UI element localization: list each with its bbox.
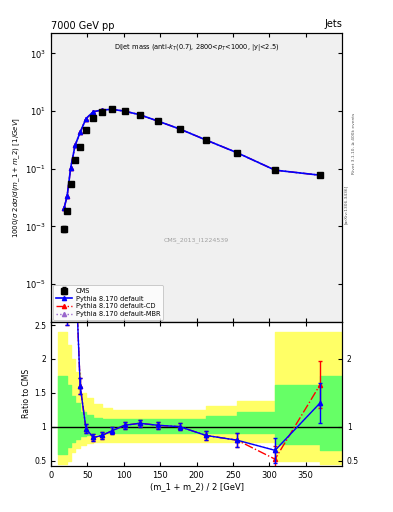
Pythia 8.170 default-MBR [68,164,73,170]
Pythia 8.170 default-CD [177,126,182,132]
Pythia 8.170 default-CD [65,194,70,200]
Pythia 8.170 default-CD [235,150,240,156]
Pythia 8.170 default [204,137,208,143]
Pythia 8.170 default-CD [73,142,77,148]
Y-axis label: $1000/\sigma\ 2d\sigma/d(m\_1 + m\_2)\ [1/GeV]$: $1000/\sigma\ 2d\sigma/d(m\_1 + m\_2)\ [… [12,117,22,238]
Pythia 8.170 default-CD [68,164,73,170]
Text: 7000 GeV pp: 7000 GeV pp [51,21,115,31]
Pythia 8.170 default-MBR [65,194,70,200]
Pythia 8.170 default [122,108,127,114]
Pythia 8.170 default [84,116,88,122]
Y-axis label: Ratio to CMS: Ratio to CMS [22,369,31,418]
Pythia 8.170 default-MBR [204,137,208,143]
Pythia 8.170 default-MBR [138,112,142,118]
Pythia 8.170 default [110,106,114,113]
Pythia 8.170 default-MBR [73,142,77,148]
Pythia 8.170 default [177,126,182,132]
Line: Pythia 8.170 default: Pythia 8.170 default [62,108,322,210]
Pythia 8.170 default-MBR [78,129,83,135]
Pythia 8.170 default-CD [273,167,277,173]
Pythia 8.170 default-MBR [318,172,323,178]
Pythia 8.170 default-CD [204,137,208,143]
Pythia 8.170 default-MBR [91,109,95,115]
Text: Dijet mass (anti-$k_T$(0.7), 2800<$p_T$<1000, |y|<2.5): Dijet mass (anti-$k_T$(0.7), 2800<$p_T$<… [114,42,279,53]
Pythia 8.170 default-MBR [84,116,88,122]
Text: CMS_2013_I1224539: CMS_2013_I1224539 [164,237,229,243]
Pythia 8.170 default-MBR [100,107,105,113]
Pythia 8.170 default-CD [156,118,160,124]
Pythia 8.170 default-MBR [62,205,66,211]
Pythia 8.170 default-MBR [156,118,160,124]
Pythia 8.170 default-CD [318,172,323,178]
Pythia 8.170 default-CD [62,205,66,211]
Pythia 8.170 default [138,112,142,118]
Line: Pythia 8.170 default-MBR: Pythia 8.170 default-MBR [62,108,322,210]
Pythia 8.170 default-MBR [273,167,277,173]
Pythia 8.170 default-MBR [235,150,240,156]
Pythia 8.170 default [318,172,323,178]
Pythia 8.170 default [100,107,105,113]
Line: Pythia 8.170 default-CD: Pythia 8.170 default-CD [62,108,322,210]
Pythia 8.170 default-MBR [177,126,182,132]
Pythia 8.170 default-CD [78,129,83,135]
Pythia 8.170 default-CD [138,112,142,118]
Pythia 8.170 default [78,129,83,135]
Pythia 8.170 default [273,167,277,173]
X-axis label: (m_1 + m_2) / 2 [GeV]: (m_1 + m_2) / 2 [GeV] [149,482,244,492]
Text: Jets: Jets [324,19,342,29]
Pythia 8.170 default [235,150,240,156]
Text: [arXiv:1306.3436]: [arXiv:1306.3436] [344,185,348,224]
Pythia 8.170 default-CD [91,109,95,115]
Pythia 8.170 default [156,118,160,124]
Pythia 8.170 default-CD [110,106,114,113]
Text: Rivet 3.1.10, ≥ 400k events: Rivet 3.1.10, ≥ 400k events [352,113,356,174]
Pythia 8.170 default-MBR [122,108,127,114]
Pythia 8.170 default [65,194,70,200]
Pythia 8.170 default-CD [122,108,127,114]
Legend: CMS, Pythia 8.170 default, Pythia 8.170 default-CD, Pythia 8.170 default-MBR: CMS, Pythia 8.170 default, Pythia 8.170 … [53,285,163,319]
Pythia 8.170 default-MBR [110,106,114,113]
Pythia 8.170 default [68,164,73,170]
Pythia 8.170 default-CD [100,107,105,113]
Pythia 8.170 default [73,142,77,148]
Pythia 8.170 default-CD [84,116,88,122]
Pythia 8.170 default [62,205,66,211]
Pythia 8.170 default [91,109,95,115]
